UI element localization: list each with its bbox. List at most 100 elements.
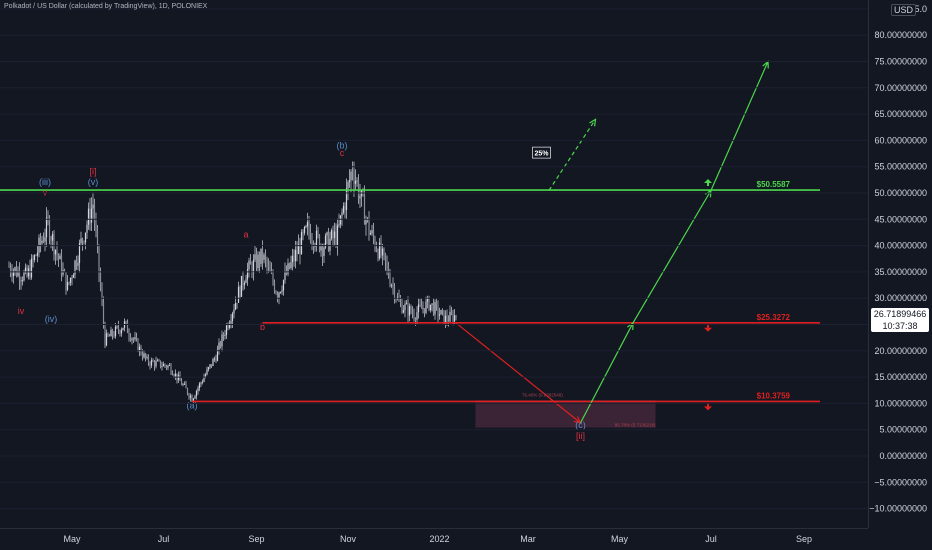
price-axis-layer[interactable]: 85.0 80.00000000 75.00000000 70.00000000 65.…: [0, 4, 927, 514]
time-tick: Jul: [158, 534, 170, 544]
candle-body: [408, 306, 411, 316]
candle-body: [222, 334, 225, 337]
time-tick: 2022: [429, 534, 449, 544]
candle-body: [138, 346, 141, 352]
price-tick: 45.00000000: [874, 214, 927, 224]
candle-body: [69, 277, 72, 283]
candle-body: [20, 280, 22, 282]
candle-body: [311, 242, 313, 243]
candle-body: [446, 315, 448, 321]
candle-body: [314, 246, 316, 248]
candle-body: [291, 255, 294, 262]
candle-body: [285, 271, 288, 274]
candle-body: [290, 261, 292, 269]
wave-label: (c): [575, 420, 586, 430]
candle-body: [53, 233, 55, 255]
time-axis-layer[interactable]: May Jul Sep Nov 2022 Mar May Jul Sep: [63, 534, 812, 544]
fib-label: 85.78% (5.7135218): [615, 423, 656, 428]
projections-layer: [455, 60, 769, 424]
candle-body: [63, 270, 66, 273]
candle-body: [146, 356, 148, 359]
candle-body: [345, 188, 348, 211]
candle-body: [156, 360, 159, 362]
candle-body: [380, 242, 382, 256]
candle-body: [252, 259, 255, 274]
candle-body: [218, 342, 220, 350]
candle-body: [242, 275, 244, 286]
candle-body: [170, 365, 172, 374]
candle-body: [294, 250, 297, 262]
candle-body: [92, 204, 94, 209]
price-tick: 5.00000000: [879, 425, 927, 435]
candle-body: [233, 309, 235, 314]
price-tick: 30.00000000: [874, 293, 927, 303]
candle-body: [305, 226, 307, 228]
candle-body: [183, 383, 186, 385]
candle-body: [440, 310, 442, 315]
candle-body: [206, 369, 208, 375]
candle-body: [413, 313, 415, 320]
candle-body: [288, 263, 291, 269]
candle-body: [162, 364, 165, 367]
candle-body: [102, 302, 105, 324]
candle-body: [150, 360, 153, 366]
candle-body: [260, 248, 262, 264]
candle-body: [65, 272, 67, 291]
candle-body: [315, 230, 318, 247]
candle-body: [23, 272, 25, 281]
candle-body: [240, 275, 243, 297]
candle-body: [372, 230, 375, 239]
percent-label: 25%: [534, 151, 549, 158]
candle-body: [227, 325, 229, 328]
candle-body: [390, 285, 393, 286]
candle-body: [96, 231, 99, 245]
candle-body: [284, 271, 286, 281]
candle-body: [59, 255, 61, 260]
candle-body: [42, 240, 45, 242]
price-tick: 10.00000000: [874, 398, 927, 408]
candle-body: [251, 264, 253, 274]
candle-body: [296, 250, 298, 255]
candle-body: [266, 259, 268, 267]
currency-badge[interactable]: USD: [891, 4, 917, 16]
candle-body: [45, 217, 48, 238]
wave-label: (a): [187, 401, 198, 411]
candle-body: [261, 248, 264, 260]
candle-body: [363, 195, 366, 225]
candle-body: [203, 377, 205, 382]
candle-body: [327, 232, 330, 251]
candle-body: [428, 297, 430, 311]
candle-body: [201, 381, 204, 383]
candle-body: [263, 254, 265, 260]
candle-body: [33, 255, 36, 261]
candle-body: [209, 364, 211, 368]
candle-body: [308, 222, 310, 233]
candle-body: [374, 238, 376, 249]
candle-body: [365, 219, 367, 225]
candle-body: [417, 304, 420, 313]
candle-body: [419, 304, 421, 306]
candle-body: [50, 240, 52, 241]
candle-body: [450, 311, 453, 314]
time-tick: Nov: [340, 534, 357, 544]
candle-body: [420, 305, 423, 309]
candle-body: [378, 242, 381, 259]
candle-body: [375, 248, 378, 251]
candle-body: [320, 246, 322, 251]
candle-body: [299, 244, 301, 255]
candle-body: [140, 346, 142, 354]
candle-body: [213, 358, 216, 360]
wave-label: iv: [18, 306, 25, 316]
candle-body: [224, 334, 226, 337]
candle-body: [399, 301, 402, 303]
candle-body: [192, 398, 195, 402]
candle-body: [402, 310, 405, 313]
candle-body: [200, 382, 202, 384]
candle-body: [273, 282, 276, 292]
candle-body: [329, 238, 331, 251]
candle-body: [153, 361, 156, 367]
candle-body: [330, 230, 333, 239]
candle-body: [452, 313, 454, 322]
candle-body: [411, 312, 414, 314]
